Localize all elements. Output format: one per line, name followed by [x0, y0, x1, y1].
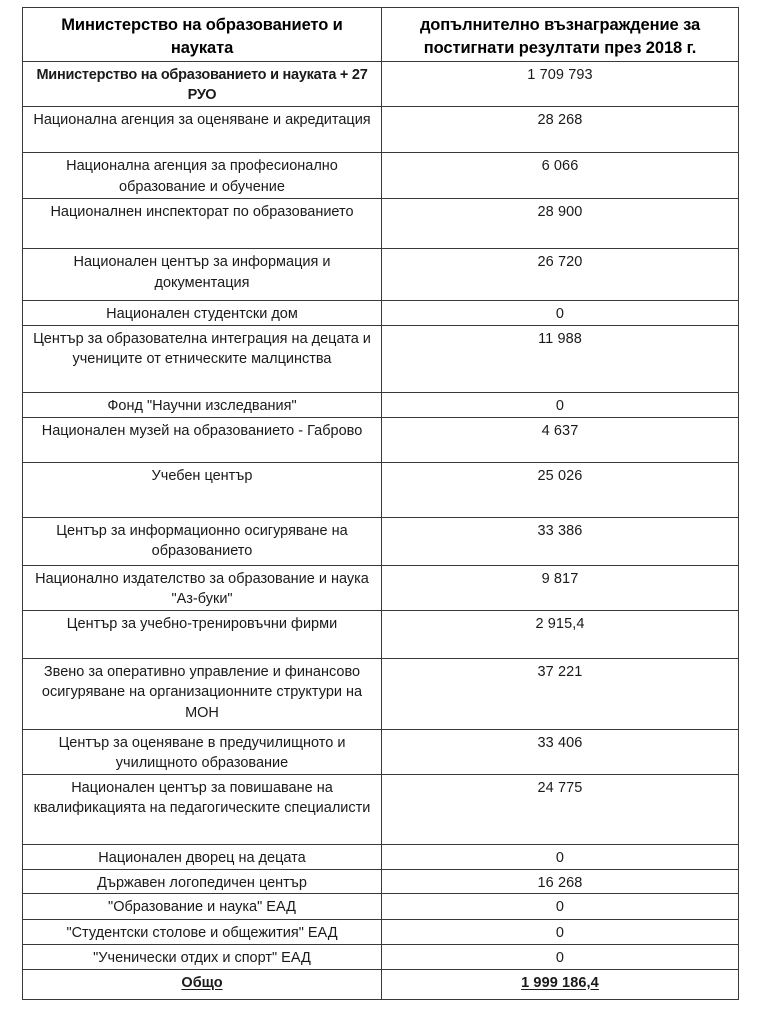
table-row: Национален студентски дом 0 — [22, 300, 739, 326]
bonus-amount-cell: 33 406 — [381, 728, 739, 775]
table-header-row: Министерство на образованието и науката … — [22, 7, 739, 62]
institution-name-cell: Национална агенция за оценяване и акреди… — [22, 106, 382, 153]
bonus-amount-cell: 0 — [381, 300, 739, 326]
table-row: Център за информационно осигуряване на о… — [22, 516, 739, 566]
table-body: Министерство на образованието и науката … — [22, 60, 739, 1000]
bonus-amount-cell: 2 915,4 — [381, 609, 739, 659]
institution-name-cell: Национален дворец на децата — [22, 843, 382, 870]
table-row: Фонд "Научни изследвания" 0 — [22, 391, 739, 418]
institution-name-cell: Център за информационно осигуряване на о… — [22, 516, 382, 566]
bonus-amount-cell: 9 817 — [381, 564, 739, 611]
bonus-amount-cell: 37 221 — [381, 657, 739, 730]
remuneration-table: Министерство на образованието и науката … — [22, 7, 739, 1000]
institution-name-cell: Държавен логопедичен център — [22, 868, 382, 895]
table-row: Национална агенция за оценяване и акреди… — [22, 106, 739, 153]
institution-name-cell: Фонд "Научни изследвания" — [22, 391, 382, 418]
table-row: Център за оценяване в предучилищното и у… — [22, 728, 739, 775]
total-label-cell: Общо — [22, 968, 382, 1000]
institution-name-cell: Център за образователна интеграция на де… — [22, 324, 382, 393]
table-row: "Студентски столове и общежития" ЕАД 0 — [22, 919, 739, 946]
total-label-text: Общо — [181, 974, 223, 991]
institution-name-cell: "Студентски столове и общежития" ЕАД — [22, 919, 382, 946]
institution-name-cell: Национален център за повишаване на квали… — [22, 773, 382, 845]
bonus-amount-cell: 0 — [381, 391, 739, 418]
institution-name-cell: Център за оценяване в предучилищното и у… — [22, 728, 382, 775]
bonus-amount-cell: 0 — [381, 843, 739, 870]
institution-name-cell: "Образование и наука" ЕАД — [22, 893, 382, 921]
bonus-amount-cell: 0 — [381, 919, 739, 946]
bonus-amount-cell: 16 268 — [381, 868, 739, 895]
table-row: Национален музей на образованието - Габр… — [22, 416, 739, 463]
bonus-amount-cell: 33 386 — [381, 516, 739, 566]
institution-name-cell: Национален център за информация и докуме… — [22, 248, 382, 301]
bonus-amount-cell: 1 709 793 — [381, 60, 739, 108]
table-row: Национална агенция за професионално обра… — [22, 152, 739, 199]
bonus-amount-cell: 4 637 — [381, 416, 739, 463]
institution-name-cell: Учебен център — [22, 461, 382, 518]
bonus-amount-cell: 6 066 — [381, 152, 739, 199]
table-row: Министерство на образованието и науката … — [22, 60, 739, 108]
institution-name-cell: Национален студентски дом — [22, 300, 382, 326]
institution-name-cell: Националнен инспекторат по образованието — [22, 198, 382, 249]
table-row: Център за образователна интеграция на де… — [22, 324, 739, 393]
column-header-institution: Министерство на образованието и науката — [22, 7, 382, 62]
table-row: Националнен инспекторат по образованието… — [22, 198, 739, 249]
bonus-amount-cell: 11 988 — [381, 324, 739, 393]
institution-name-cell: Национално издателство за образование и … — [22, 564, 382, 611]
institution-name-cell: Национален музей на образованието - Габр… — [22, 416, 382, 463]
bonus-amount-cell: 0 — [381, 944, 739, 970]
table-row: Национален център за повишаване на квали… — [22, 773, 739, 845]
table-row: Национално издателство за образование и … — [22, 564, 739, 611]
bonus-amount-cell: 28 268 — [381, 106, 739, 153]
total-amount-text: 1 999 186,4 — [521, 974, 599, 991]
bonus-amount-cell: 0 — [381, 893, 739, 921]
table-row: Държавен логопедичен център 16 268 — [22, 868, 739, 895]
institution-name-cell: Център за учебно-тренировъчни фирми — [22, 609, 382, 659]
table-row: "Образование и наука" ЕАД 0 — [22, 893, 739, 921]
bonus-amount-cell: 25 026 — [381, 461, 739, 518]
institution-name-cell: Звено за оперативно управление и финансо… — [22, 657, 382, 730]
table-row: Национален център за информация и докуме… — [22, 248, 739, 301]
table-header: Министерство на образованието и науката … — [22, 7, 739, 62]
bonus-amount-cell: 24 775 — [381, 773, 739, 845]
table-row: "Ученически отдих и спорт" ЕАД 0 — [22, 944, 739, 970]
bonus-amount-cell: 28 900 — [381, 198, 739, 249]
total-amount-cell: 1 999 186,4 — [381, 968, 739, 1000]
table-row: Звено за оперативно управление и финансо… — [22, 657, 739, 730]
institution-name-cell: Министерство на образованието и науката … — [22, 60, 382, 108]
table-row: Национален дворец на децата 0 — [22, 843, 739, 870]
institution-name-cell: "Ученически отдих и спорт" ЕАД — [22, 944, 382, 970]
institution-name-cell: Национална агенция за професионално обра… — [22, 152, 382, 199]
bonus-amount-cell: 26 720 — [381, 248, 739, 301]
table-total-row: Общо 1 999 186,4 — [22, 968, 739, 1000]
table-row: Център за учебно-тренировъчни фирми 2 915… — [22, 609, 739, 659]
column-header-bonus: допълнително възнаграждение за постигнат… — [381, 7, 739, 62]
table-row: Учебен център 25 026 — [22, 461, 739, 518]
